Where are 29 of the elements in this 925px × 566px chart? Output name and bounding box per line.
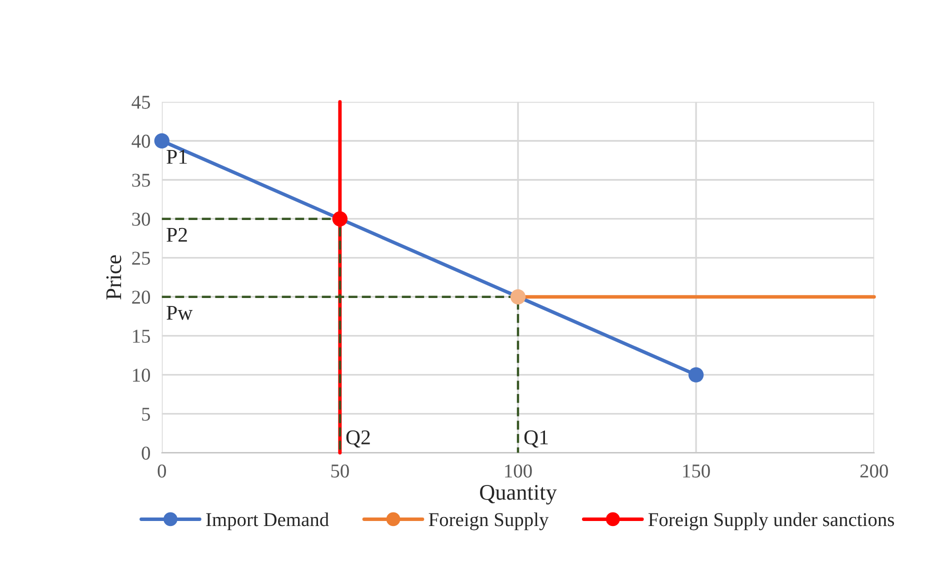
annotation: Pw — [166, 306, 193, 320]
x-tick-label: 0 — [158, 464, 166, 478]
y-tick-label: 5 — [142, 408, 150, 421]
annotation: P1 — [166, 150, 187, 164]
y-tick-label: 25 — [132, 252, 150, 265]
x-tick-label: 50 — [331, 464, 349, 478]
x-tick-label: 100 — [505, 464, 532, 478]
y-axis-title: Price — [106, 255, 122, 300]
y-tick-label: 0 — [142, 446, 150, 460]
point — [154, 133, 170, 148]
point — [688, 367, 704, 382]
legend-label: Foreign Supply — [428, 512, 549, 530]
y-tick-label: 15 — [133, 330, 150, 343]
y-tick-label: 35 — [132, 174, 150, 187]
x-tick-label: 150 — [683, 464, 710, 478]
x-tick-label: 200 — [860, 464, 888, 478]
annotation: P2 — [166, 228, 187, 242]
point — [510, 289, 526, 304]
annotation: Q1 — [524, 430, 548, 448]
y-tick-label: 20 — [132, 290, 150, 304]
legend-label: Import Demand — [206, 512, 329, 530]
y-tick-label: 10 — [133, 368, 150, 382]
y-tick-label: 40 — [132, 134, 150, 148]
y-tick-label: 30 — [132, 212, 150, 226]
point — [332, 211, 348, 226]
legend-label: Foreign Supply under sanctions — [648, 512, 894, 530]
y-tick-label: 45 — [132, 96, 150, 109]
annotation: Q2 — [346, 430, 370, 448]
x-axis-title: Quantity — [480, 484, 557, 504]
